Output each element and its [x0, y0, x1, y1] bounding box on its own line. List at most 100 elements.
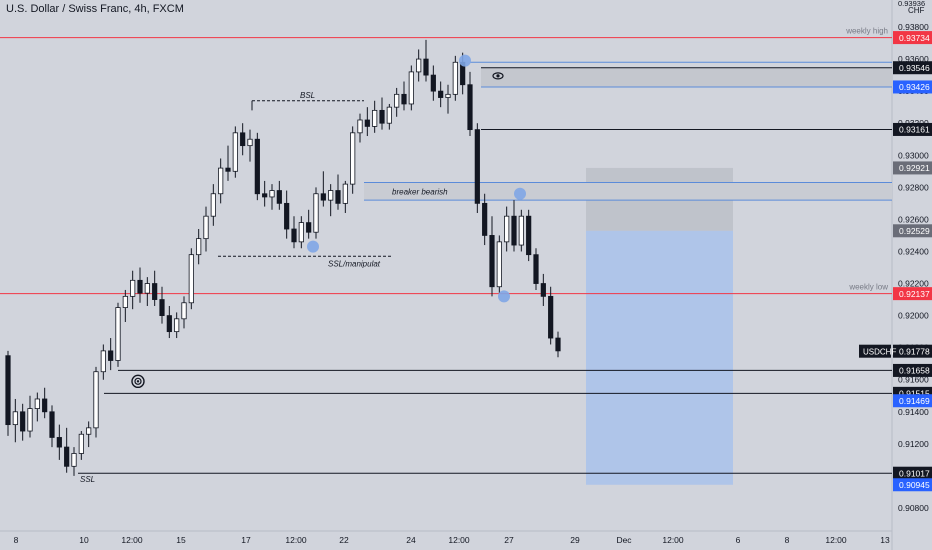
time-tick-label: 12:00 — [825, 535, 847, 545]
level-price-tag — [893, 224, 932, 238]
candle-body — [313, 193, 319, 233]
candle-body — [34, 398, 40, 409]
candle-body — [203, 215, 209, 240]
price-tick-label: 0.93000 — [898, 150, 929, 160]
candle-body — [357, 119, 363, 134]
candle-body — [394, 93, 400, 108]
ssl-manip-label: SSL/manipulat — [328, 259, 381, 268]
candle-body — [306, 222, 312, 233]
candle-body — [27, 408, 33, 432]
candle-body — [474, 129, 480, 204]
candle-body — [467, 84, 473, 131]
candle-body — [548, 295, 554, 339]
candle-body — [335, 190, 341, 204]
level-price-tag-label: 0.92529 — [899, 226, 930, 236]
candle-body — [342, 183, 348, 204]
lines-layer — [0, 37, 892, 474]
ssl-label: SSL — [80, 475, 95, 484]
price-tick-label: 0.92800 — [898, 182, 929, 192]
candle-body — [254, 138, 260, 195]
candle-body — [533, 254, 539, 284]
candle-body — [430, 74, 436, 92]
price-tick-label: 0.91200 — [898, 439, 929, 449]
time-tick-label: 29 — [570, 535, 580, 545]
current-price-label: 0.91778 — [899, 346, 930, 356]
symbol-tag-label: USDCHF — [863, 347, 896, 356]
level-price-tag — [893, 61, 932, 75]
bsl-label: BSL — [300, 91, 315, 100]
price-tick-label: 0.90800 — [898, 503, 929, 513]
candle-body — [49, 411, 55, 438]
candle-body — [42, 398, 48, 413]
level-price-tag-label: 0.93161 — [899, 125, 930, 135]
level-price-tag — [893, 394, 932, 408]
time-tick-label: 8 — [14, 535, 19, 545]
candle-body — [225, 167, 231, 172]
eye-pupil-icon — [496, 74, 500, 78]
candle-body — [496, 241, 502, 288]
level-price-tag — [893, 363, 932, 377]
candle-body — [181, 302, 187, 320]
price-tick-label: 0.92000 — [898, 311, 929, 321]
candle-body — [20, 411, 26, 432]
level-price-tag-label: 0.91658 — [899, 366, 930, 376]
level-price-tag — [893, 122, 932, 136]
level-price-tag-label: 0.91515 — [899, 389, 930, 399]
level-price-tag-label: 0.93734 — [899, 33, 930, 43]
level-price-tag-label: 0.93426 — [899, 82, 930, 92]
candle-body — [364, 119, 370, 127]
candle-body — [196, 238, 202, 256]
target-inner-icon — [134, 377, 142, 385]
price-tick-label: 0.91400 — [898, 407, 929, 417]
candle-body — [188, 254, 194, 304]
candle-body — [218, 167, 224, 195]
candle-body — [276, 190, 282, 204]
candle-body — [291, 228, 297, 243]
time-tick-label: 27 — [504, 535, 514, 545]
time-tick-label: 12:00 — [285, 535, 307, 545]
level-price-tag-label: 0.92921 — [899, 163, 930, 173]
price-tick-label: 0.93600 — [898, 54, 929, 64]
candle-body — [240, 132, 246, 147]
time-tick-label: 13 — [880, 535, 890, 545]
candle-body — [408, 71, 414, 105]
candle-body — [555, 337, 561, 352]
candle-body — [482, 202, 488, 236]
price-tick-label: 0.91600 — [898, 375, 929, 385]
level-price-tag — [893, 161, 932, 175]
price-axis[interactable]: 0.938000.936000.934000.932000.930000.928… — [859, 0, 932, 513]
swing-marker-bubble — [514, 187, 526, 200]
supply-zone — [481, 67, 892, 87]
price-tick-label: 0.92600 — [898, 214, 929, 224]
candle-body — [93, 371, 99, 429]
level-price-tag-label: 0.91017 — [899, 468, 930, 478]
level-price-tag-label: 0.93546 — [899, 63, 930, 73]
time-tick-label: 12:00 — [662, 535, 684, 545]
candle-body — [159, 299, 165, 317]
swing-marker-bubble — [459, 54, 471, 67]
candle-body — [401, 93, 407, 105]
weekly-high-label: weekly high — [845, 27, 888, 36]
candle-body — [379, 109, 385, 124]
breaker-zone — [364, 182, 892, 201]
time-axis[interactable]: 8 10 12:00 15 17 12:00 22 24 12:00 27 29 Dec 12:00 6 8… — [14, 535, 890, 545]
level-price-tag — [893, 31, 932, 45]
price-tick-label: 0.93800 — [898, 22, 929, 32]
chart-title: U.S. Dollar / Swiss Franc, 4h, FXCM — [6, 3, 184, 15]
candle-body — [56, 437, 62, 448]
time-tick-label: 12:00 — [448, 535, 470, 545]
candle-body — [12, 411, 18, 426]
candle-body — [262, 193, 268, 198]
price-tick-label: 0.92400 — [898, 246, 929, 256]
time-tick-label: 17 — [241, 535, 251, 545]
marks-layer: weekly high weekly low BSL breaker bearish S… — [80, 27, 888, 485]
time-tick-label: 10 — [79, 535, 89, 545]
candle-body — [504, 215, 510, 243]
candle-body — [232, 132, 238, 172]
candle-body — [518, 215, 524, 246]
candle-body — [526, 215, 532, 256]
candle-body — [108, 350, 114, 361]
candle-body — [122, 295, 128, 308]
